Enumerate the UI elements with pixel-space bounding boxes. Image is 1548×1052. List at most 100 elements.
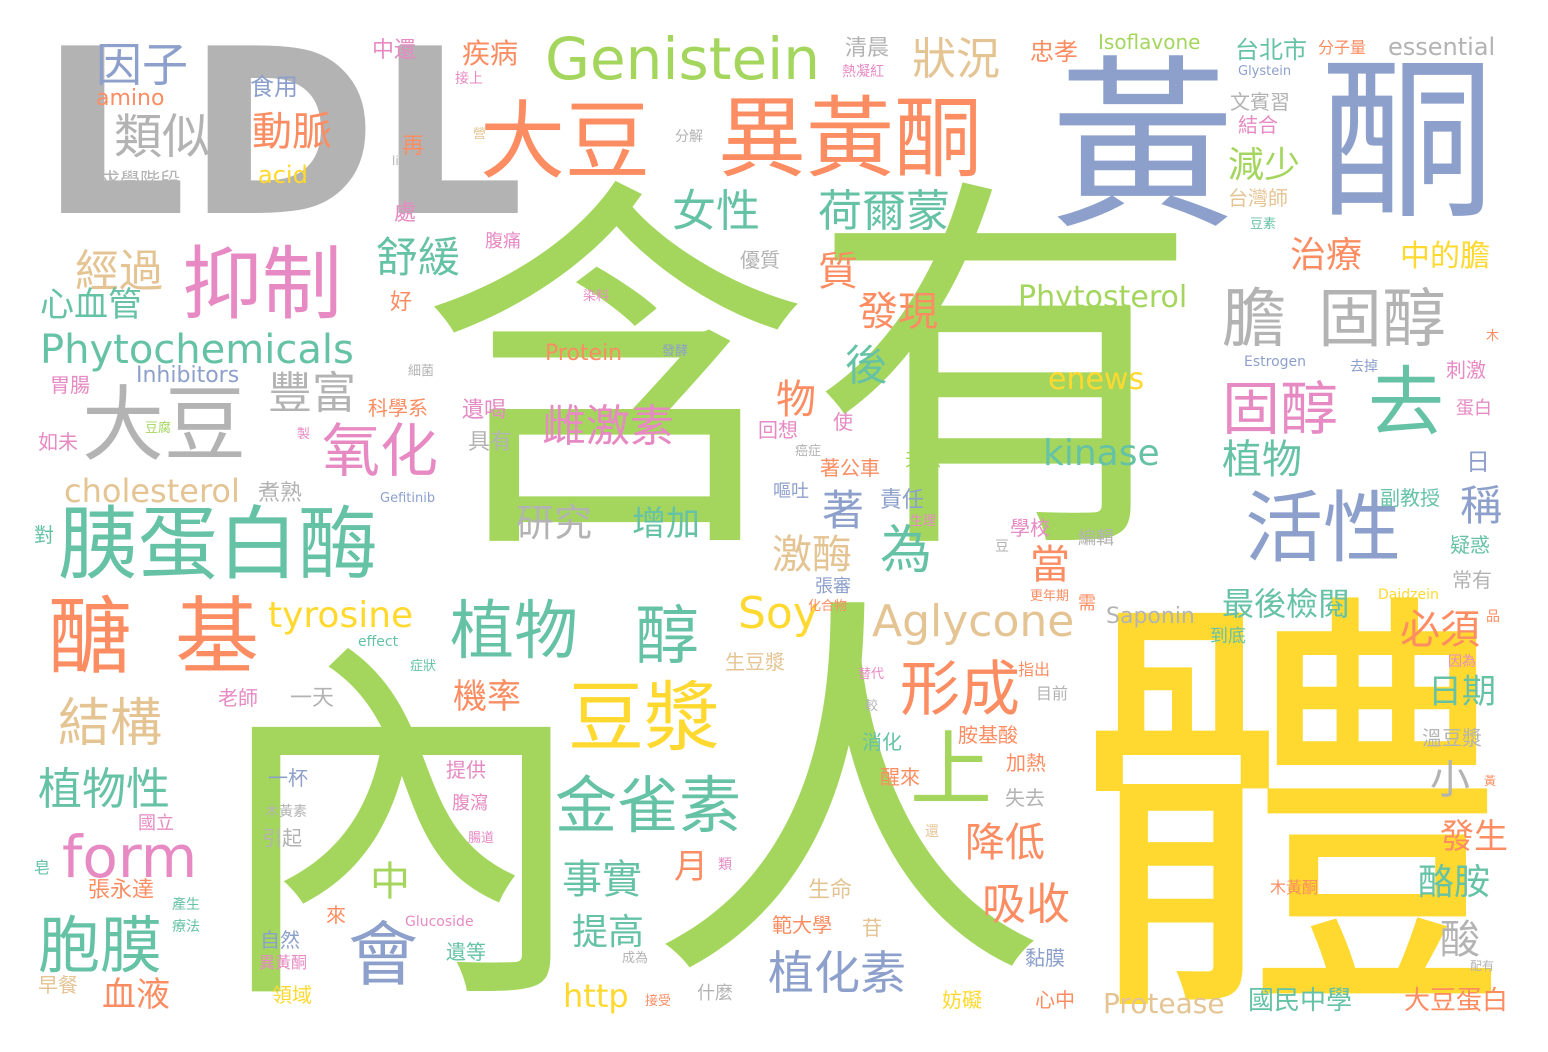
word: effect <box>358 634 399 650</box>
word: 需 <box>1078 593 1096 614</box>
word: 植物性 <box>38 764 170 815</box>
word: 發酵 <box>662 344 689 359</box>
word: 引起 <box>262 826 302 850</box>
word: 品 <box>1486 609 1500 625</box>
word: Daidzein <box>1378 587 1439 603</box>
word: 必須 <box>1400 607 1480 653</box>
word: 固醇 <box>1318 283 1446 357</box>
word: 疑惑 <box>1450 533 1490 557</box>
word: 豆 <box>995 539 1009 555</box>
word: 經過 <box>75 246 163 297</box>
word: 木黃素 <box>265 804 307 820</box>
word: 豆漿 <box>568 673 720 762</box>
word: 生豆漿 <box>725 650 785 674</box>
word: 還 <box>925 824 939 840</box>
word: 遺喝 <box>462 398 507 423</box>
word: 指出 <box>1018 660 1051 679</box>
word: 酪胺 <box>1418 862 1491 903</box>
word: 來 <box>326 903 346 927</box>
word: 苷 <box>862 916 882 940</box>
word: 中 <box>370 859 410 905</box>
word: 胃腸 <box>50 373 90 397</box>
word: 清晨 <box>845 36 890 61</box>
word: 形成 <box>900 655 1020 725</box>
word: 豆素 <box>1250 217 1277 232</box>
word: 化合物 <box>808 599 848 614</box>
word: 豐富 <box>268 368 356 419</box>
word: 增加 <box>632 504 700 544</box>
word: 質 <box>818 249 858 295</box>
word: 張審 <box>815 576 851 597</box>
word: 黏膜 <box>1025 946 1065 970</box>
word: acid <box>258 161 308 189</box>
word: 最後檢閱 <box>1222 585 1351 623</box>
word: 舒緩 <box>376 233 461 282</box>
word: 忠孝 <box>1030 38 1078 66</box>
word: 抑制 <box>182 238 342 331</box>
word: 自然 <box>260 928 300 952</box>
word: 張永達 <box>88 878 155 903</box>
word: 減少 <box>1228 145 1301 186</box>
word: 日期 <box>1428 672 1496 712</box>
word: 生理 <box>910 514 937 529</box>
word: 腹痛 <box>485 231 521 252</box>
word: 蛋白 <box>1456 398 1492 419</box>
word: 食用 <box>250 73 298 101</box>
word: 大豆蛋白 <box>1404 986 1509 1016</box>
word: 膽 <box>1222 283 1286 357</box>
word: 處 <box>394 201 417 226</box>
word: 會 <box>348 914 418 996</box>
word: 金雀素 <box>555 769 742 842</box>
word: 煮熟 <box>258 481 303 506</box>
word: 氧化 <box>322 417 439 485</box>
word: 大豆 <box>82 378 247 473</box>
word: 中的膽 <box>1400 239 1490 274</box>
word: Glystein <box>1238 64 1292 79</box>
word: 文賓習 <box>1230 90 1290 114</box>
word: 療法 <box>172 919 200 935</box>
word: Aglycone <box>872 596 1075 647</box>
word: 固醇 <box>1222 375 1339 443</box>
word: 早餐 <box>38 973 78 997</box>
word: 酸 <box>1440 917 1480 963</box>
word: 刺激 <box>1446 358 1486 382</box>
word: 回想 <box>758 418 798 442</box>
word: 提供 <box>446 758 486 782</box>
word: 大豆 <box>480 93 651 192</box>
word: 植化素 <box>768 946 906 1000</box>
word: 責任 <box>880 488 925 513</box>
word: 物 <box>776 377 816 423</box>
word: 發生 <box>1440 817 1508 857</box>
word: 雌激素 <box>542 401 674 452</box>
word: 求學階段 <box>100 168 180 192</box>
word: 成為 <box>622 951 649 966</box>
word: 生命 <box>808 878 853 903</box>
word: 較 <box>865 699 879 714</box>
word: 好 <box>390 290 413 315</box>
word: kinase <box>1043 433 1160 474</box>
word: 因為 <box>1448 654 1476 670</box>
word: 熱凝紅 <box>842 64 884 80</box>
word: 科學系 <box>368 396 428 420</box>
word: 腸道 <box>468 831 495 846</box>
word: 分解 <box>675 129 703 145</box>
word: 失去 <box>1005 786 1045 810</box>
word: 國民中學 <box>1248 986 1353 1016</box>
word: 醒來 <box>880 765 920 789</box>
word: 血液 <box>102 975 170 1015</box>
word: 發現 <box>858 289 938 335</box>
word: 木 <box>1486 329 1500 344</box>
word: 配有 <box>1470 959 1495 973</box>
word: 醇 <box>635 600 699 674</box>
word: 後 <box>845 341 888 390</box>
word: 染料 <box>583 289 610 304</box>
word: 提高 <box>572 912 645 953</box>
word: 激酶 <box>772 532 852 578</box>
word: 因子 <box>96 38 188 92</box>
word: Genistein <box>545 25 821 93</box>
word: 酮 <box>1320 41 1495 244</box>
word: 到底 <box>1210 626 1246 647</box>
word: 月 <box>674 847 708 887</box>
word: 替代 <box>858 667 885 682</box>
